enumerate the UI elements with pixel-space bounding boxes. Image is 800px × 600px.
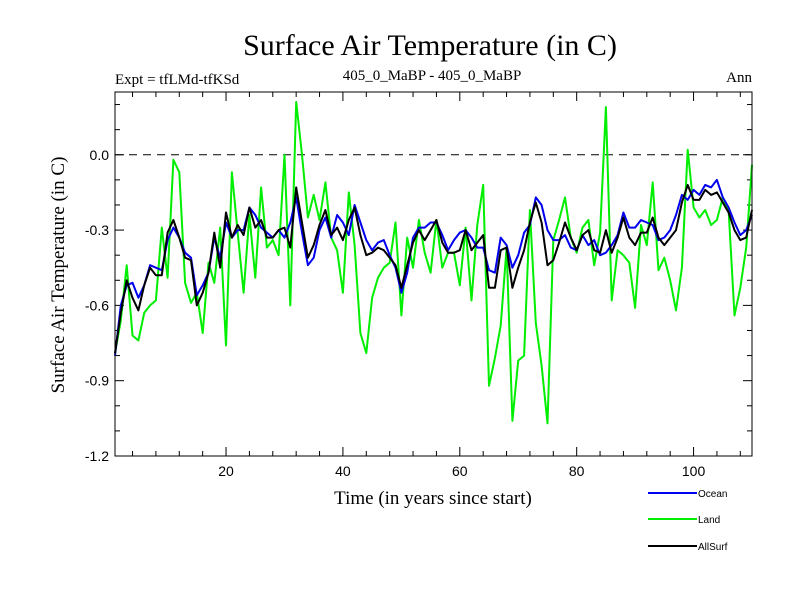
- axis-ticks: [115, 92, 752, 457]
- x-axis-label: Time (in years since start): [334, 488, 532, 509]
- y-tick-label: -0.9: [85, 373, 109, 389]
- x-tick-label: 100: [682, 463, 706, 479]
- y-axis-label: Surface Air Temperature (in C): [48, 157, 69, 394]
- run-label: 405_0_MaBP - 405_0_MaBP: [343, 68, 522, 84]
- plot-frame: [114, 91, 753, 457]
- y-tick-label: -0.3: [85, 222, 109, 238]
- x-tick-label: 60: [452, 463, 468, 479]
- legend-label-land: Land: [698, 515, 720, 526]
- y-tick-label: -1.2: [85, 448, 109, 464]
- x-tick-label: 80: [569, 463, 585, 479]
- series-lines: [114, 101, 753, 425]
- tick-labels: 20 40 60 80 100 -1.2 -0.9 -0.6 -0.3 0.0: [85, 147, 706, 479]
- legend-label-allsurf: AllSurf: [698, 542, 728, 553]
- legend: Ocean Land AllSurf: [648, 489, 728, 553]
- x-tick-label: 40: [335, 463, 351, 479]
- series-line-allsurf: [114, 183, 753, 354]
- x-tick-label: 20: [218, 463, 234, 479]
- y-tick-label: 0.0: [90, 147, 110, 163]
- y-tick-label: -0.6: [85, 297, 109, 313]
- experiment-label: Expt = tfLMd-tfKSd: [115, 72, 240, 88]
- legend-label-ocean: Ocean: [698, 489, 727, 500]
- season-label: Ann: [726, 70, 752, 86]
- chart-title: Surface Air Temperature (in C): [243, 29, 617, 62]
